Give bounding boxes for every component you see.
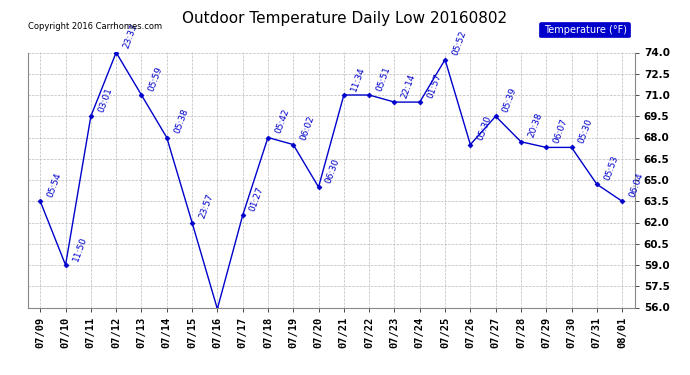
Text: 11:50: 11:50	[71, 235, 88, 262]
Text: 05:30: 05:30	[476, 114, 493, 142]
Text: 11:34: 11:34	[349, 65, 366, 92]
Text: 23:33: 23:33	[121, 22, 139, 50]
Text: 23:57: 23:57	[197, 192, 215, 220]
Text: 05:13: 05:13	[0, 374, 1, 375]
Text: 05:42: 05:42	[273, 108, 290, 135]
Text: 03:01: 03:01	[97, 86, 114, 114]
Text: 05:52: 05:52	[451, 30, 468, 57]
Text: 05:59: 05:59	[147, 65, 164, 92]
Text: 05:51: 05:51	[375, 65, 392, 92]
Text: Outdoor Temperature Daily Low 20160802: Outdoor Temperature Daily Low 20160802	[182, 11, 508, 26]
Text: 01:27: 01:27	[248, 185, 266, 213]
Text: 05:54: 05:54	[46, 171, 63, 198]
Text: 22:14: 22:14	[400, 72, 417, 99]
Legend: Temperature (°F): Temperature (°F)	[539, 22, 630, 38]
Text: 05:53: 05:53	[602, 154, 620, 182]
Text: 01:57: 01:57	[425, 72, 442, 99]
Text: 20:38: 20:38	[526, 112, 544, 139]
Text: Copyright 2016 Carrhomes.com: Copyright 2016 Carrhomes.com	[28, 22, 161, 31]
Text: 06:30: 06:30	[324, 157, 342, 184]
Text: 06:02: 06:02	[299, 114, 316, 142]
Text: 06:04: 06:04	[628, 171, 645, 198]
Text: 06:07: 06:07	[552, 117, 569, 145]
Text: 05:39: 05:39	[501, 86, 518, 114]
Text: 05:30: 05:30	[577, 117, 594, 145]
Text: 05:38: 05:38	[172, 107, 190, 135]
